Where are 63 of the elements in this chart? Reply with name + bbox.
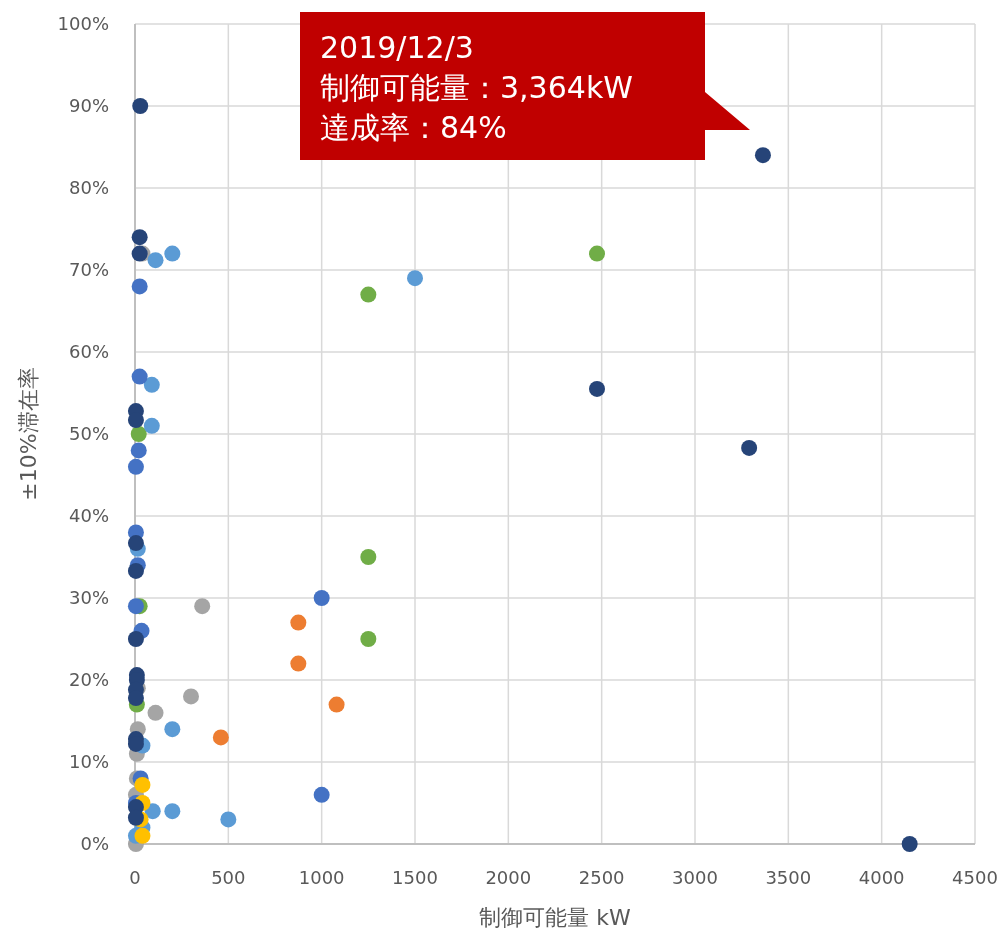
point — [131, 229, 148, 246]
point — [290, 614, 307, 631]
point — [313, 590, 330, 606]
point — [754, 147, 771, 164]
point — [132, 98, 149, 114]
x-tick-label: 1500 — [392, 867, 438, 888]
point — [147, 704, 164, 721]
point — [328, 696, 345, 713]
y-axis-title: ±10%滞在率 — [16, 367, 41, 501]
x-tick-label: 0 — [129, 867, 141, 888]
y-tick-label: 50% — [68, 423, 109, 444]
point — [127, 562, 144, 579]
point — [127, 598, 144, 615]
annotation: 2019/12/3 制御可能量：3,364kW 達成率：84% — [320, 30, 633, 145]
y-tick-label: 0% — [80, 833, 109, 854]
point — [194, 598, 211, 615]
y-tick-label: 70% — [68, 259, 109, 280]
point — [147, 252, 164, 269]
point — [127, 458, 144, 475]
point — [127, 535, 144, 552]
point — [360, 286, 377, 303]
point — [360, 549, 377, 565]
point — [134, 776, 151, 793]
point — [164, 803, 181, 820]
x-tick-label: 500 — [211, 867, 246, 888]
callout: 2019/12/3 制御可能量：3,364kW 達成率：84% — [300, 12, 750, 160]
point — [313, 786, 330, 803]
point — [212, 729, 229, 746]
y-tick-label: 30% — [68, 587, 109, 608]
y-tick-label: 100% — [57, 13, 109, 34]
point — [360, 631, 377, 647]
point — [407, 270, 423, 287]
x-tick-label: 4500 — [952, 867, 998, 888]
point — [131, 368, 148, 385]
point — [901, 836, 918, 852]
point — [290, 655, 307, 672]
point — [143, 376, 160, 393]
point — [589, 245, 605, 262]
point — [134, 827, 151, 844]
point — [164, 245, 181, 262]
x-tick-label: 1000 — [298, 867, 345, 888]
y-tick-label: 80% — [68, 177, 109, 198]
point — [589, 380, 605, 397]
y-tick-label: 90% — [68, 95, 109, 116]
y-tick-label: 10% — [68, 751, 109, 772]
y-tick-label: 60% — [68, 341, 109, 362]
point — [130, 426, 147, 442]
x-tick-label: 3000 — [672, 867, 718, 888]
x-tick-label: 3500 — [765, 867, 812, 888]
point — [183, 688, 199, 705]
point — [131, 278, 148, 295]
point — [130, 442, 147, 459]
x-tick-label: 2000 — [485, 867, 532, 888]
point — [164, 721, 181, 738]
y-tick-label: 40% — [68, 505, 109, 526]
point — [127, 631, 144, 647]
point — [741, 439, 758, 456]
point — [143, 417, 160, 434]
x-tick-label: 2500 — [578, 867, 625, 888]
x-tick-label: 4000 — [858, 867, 905, 888]
x-axis-title: 制御可能量 kW — [479, 905, 631, 930]
y-tick-label: 20% — [68, 669, 109, 690]
point — [220, 811, 237, 828]
